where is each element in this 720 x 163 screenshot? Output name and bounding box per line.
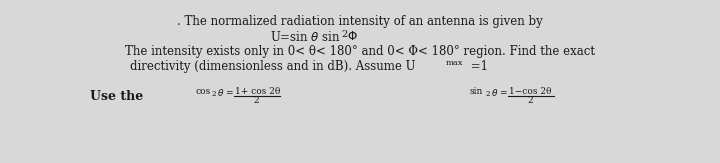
- Text: $\Phi$: $\Phi$: [347, 30, 358, 43]
- Text: =1: =1: [467, 60, 488, 73]
- Text: U=sin $\theta$ sin: U=sin $\theta$ sin: [270, 30, 341, 44]
- Text: max: max: [446, 59, 464, 67]
- Text: $\theta$ =: $\theta$ =: [217, 87, 234, 98]
- Text: 2: 2: [253, 96, 258, 105]
- Text: 1−cos 2θ: 1−cos 2θ: [509, 87, 552, 96]
- Text: 1+ cos 2θ: 1+ cos 2θ: [235, 87, 280, 96]
- Text: 2: 2: [212, 90, 217, 98]
- Text: 2: 2: [527, 96, 533, 105]
- Text: 2: 2: [341, 30, 347, 39]
- Text: cos: cos: [195, 87, 210, 96]
- Text: directivity (dimensionless and in dB). Assume U: directivity (dimensionless and in dB). A…: [130, 60, 415, 73]
- Text: . The normalized radiation intensity of an antenna is given by: . The normalized radiation intensity of …: [177, 15, 543, 28]
- Text: $\theta$ =: $\theta$ =: [491, 87, 508, 98]
- Text: 2: 2: [486, 90, 490, 98]
- Text: The intensity exists only in 0< θ< 180° and 0< Φ< 180° region. Find the exact: The intensity exists only in 0< θ< 180° …: [125, 45, 595, 58]
- Text: sin: sin: [470, 87, 483, 96]
- Text: Use the: Use the: [90, 90, 143, 103]
